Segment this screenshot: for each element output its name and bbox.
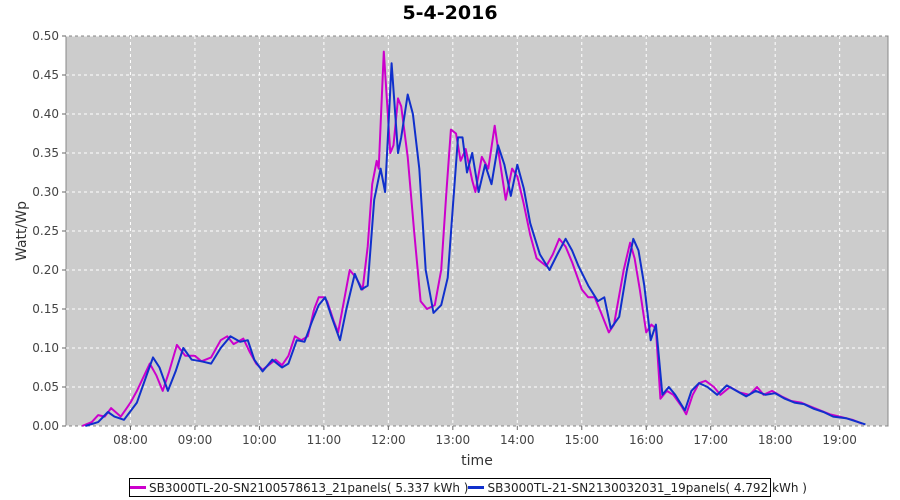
y-tick-label: 0.30 xyxy=(32,185,59,199)
y-axis-title: Watt/Wp xyxy=(14,201,30,261)
y-tick-label: 0.25 xyxy=(32,224,59,238)
x-tick-label: 14:00 xyxy=(500,433,535,447)
y-tick-label: 0.00 xyxy=(32,419,59,433)
x-tick-label: 13:00 xyxy=(436,433,471,447)
chart-title: 5-4-2016 xyxy=(402,2,498,24)
x-tick-label: 16:00 xyxy=(629,433,664,447)
y-tick-label: 0.50 xyxy=(32,29,59,43)
legend-label-series-2: SB3000TL-21-SN2130032031_19panels( 4.792… xyxy=(487,480,807,495)
x-tick-label: 17:00 xyxy=(693,433,728,447)
y-tick-label: 0.10 xyxy=(32,341,59,355)
y-tick-label: 0.20 xyxy=(32,263,59,277)
x-tick-label: 09:00 xyxy=(178,433,213,447)
series-line-1 xyxy=(81,50,863,427)
x-tick-label: 15:00 xyxy=(564,433,599,447)
legend-item-series-1: SB3000TL-20-SN2100578613_21panels( 5.337… xyxy=(130,481,468,495)
series-layer xyxy=(81,50,866,427)
x-tick-label: 11:00 xyxy=(307,433,342,447)
y-tick-label: 0.40 xyxy=(32,107,59,121)
x-tick-label: 08:00 xyxy=(113,433,148,447)
legend-item-series-2: SB3000TL-21-SN2130032031_19panels( 4.792… xyxy=(468,480,807,495)
x-axis-title: time xyxy=(461,453,493,469)
legend-label-series-1: SB3000TL-20-SN2100578613_21panels( 5.337… xyxy=(149,480,469,495)
x-tick-label: 19:00 xyxy=(822,433,857,447)
legend-swatch-series-1 xyxy=(130,486,146,489)
x-tick-label: 12:00 xyxy=(371,433,406,447)
y-tick-label: 0.35 xyxy=(32,146,59,160)
y-tick-label: 0.05 xyxy=(32,380,59,394)
y-tick-label: 0.15 xyxy=(32,302,59,316)
series-line-2 xyxy=(85,62,866,427)
grid-lines xyxy=(66,35,888,427)
x-tick-label: 18:00 xyxy=(758,433,793,447)
axes: 0.00 0.05 0.10 0.15 0.20 0.25 0.30 0.35 0.40 0.45… xyxy=(32,29,857,447)
legend-swatch-series-2 xyxy=(468,486,485,489)
y-tick-label: 0.45 xyxy=(32,68,59,82)
x-tick-label: 10:00 xyxy=(242,433,277,447)
legend: SB3000TL-20-SN2100578613_21panels( 5.337… xyxy=(129,478,807,497)
